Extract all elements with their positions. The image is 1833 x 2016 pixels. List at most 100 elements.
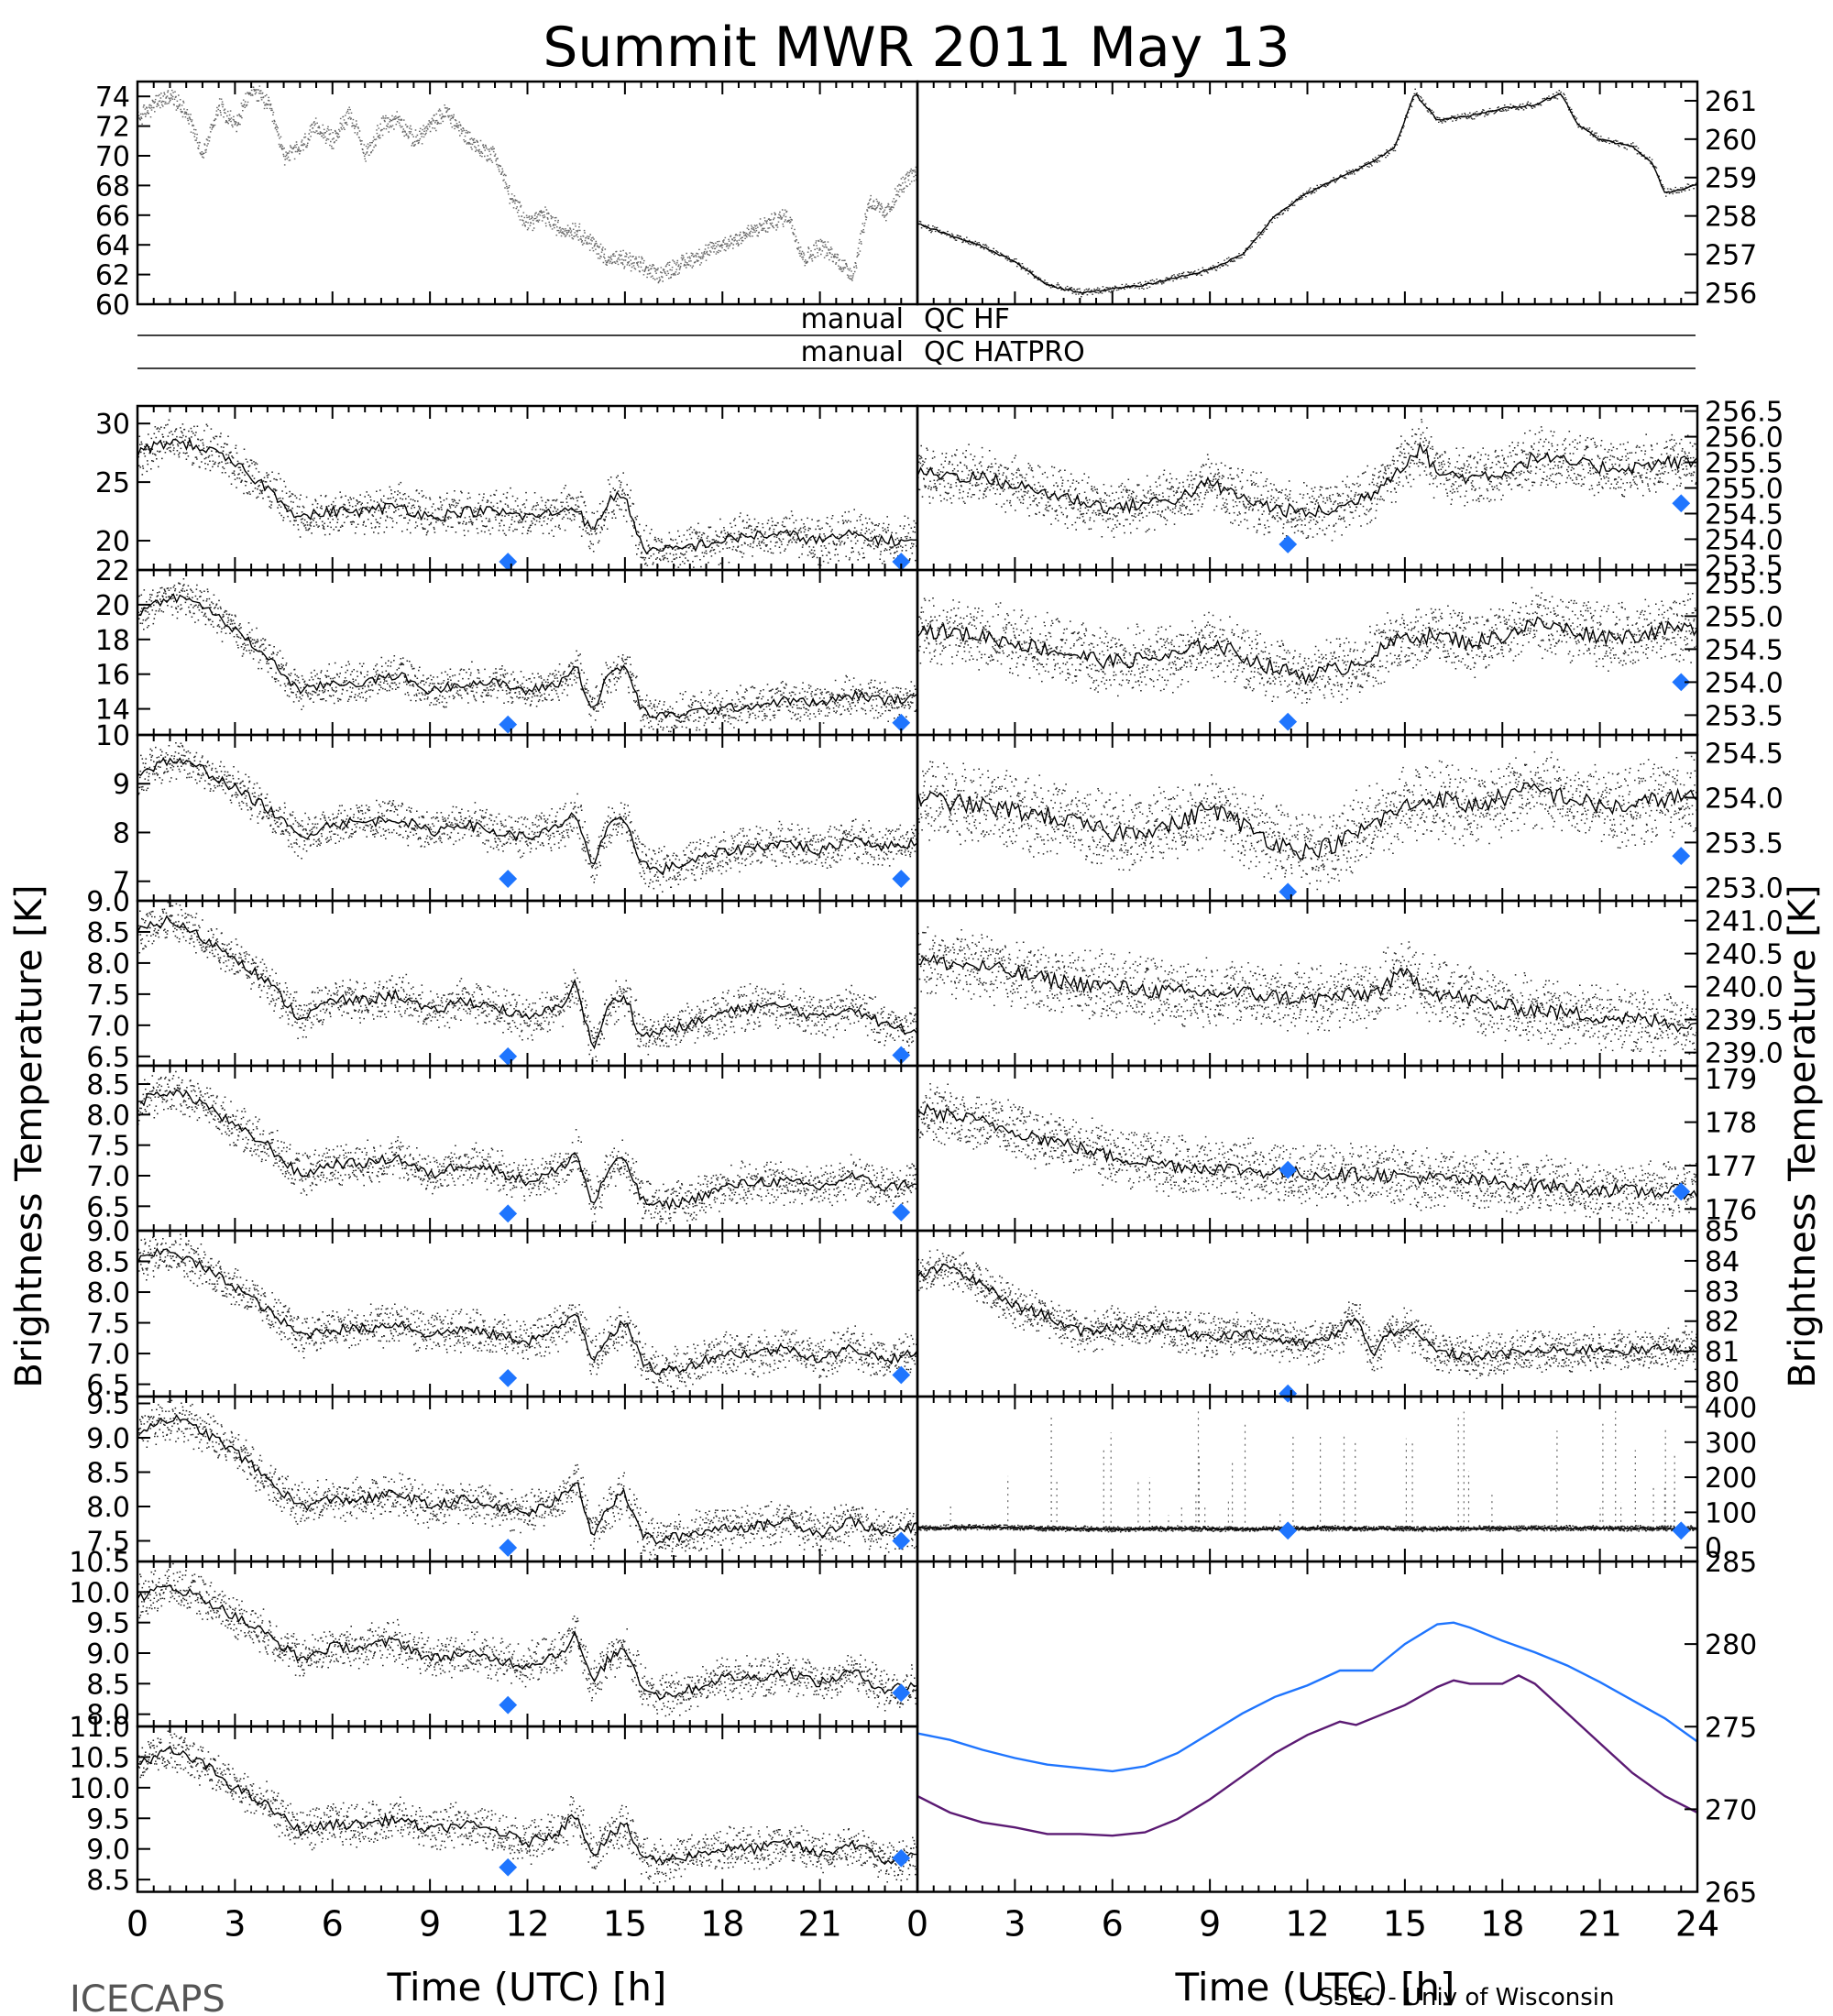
y-tick-label: 285 [1705, 1547, 1757, 1579]
x-tick-label: 12 [505, 1904, 549, 1945]
y-tick-label: 253.5 [1705, 827, 1784, 860]
monortm-marker [1279, 882, 1298, 902]
monortm-marker [892, 1203, 911, 1222]
y-tick-label: 9.5 [86, 1608, 130, 1640]
monortm-marker [892, 713, 911, 732]
footer-right-label: SSEC - Univ of Wisconsin [1318, 1984, 1614, 2011]
y-tick-label: 62 [95, 260, 130, 292]
x-ticks [137, 1231, 918, 1397]
y-tick-label: 254.5 [1705, 499, 1784, 531]
y-tick-label: 8.0 [86, 948, 130, 981]
x-ticks [137, 1726, 918, 1892]
y-tick-label: 254.5 [1705, 739, 1784, 771]
y-tick-label: 8.0 [86, 1277, 130, 1309]
data-trace-ch-51.26 [917, 1526, 1697, 1531]
y-tick-label: 258 [1705, 202, 1757, 234]
y-tick-label: 254.0 [1705, 524, 1784, 556]
y-tick-label: 270 [1705, 1794, 1757, 1826]
monortm-marker [1279, 1521, 1298, 1540]
y-tick-label: 82 [1705, 1307, 1740, 1339]
y-tick-label: 9.0 [86, 886, 130, 918]
left-axis-label: Brightness Temperature [K] [8, 884, 50, 1387]
y-tick-label: 8.0 [86, 1700, 130, 1732]
monortm-marker [892, 1046, 911, 1065]
y-tick-label: 20 [95, 590, 130, 622]
y-tick-label: 254.0 [1705, 783, 1784, 815]
y-tick-label: 8.5 [86, 917, 130, 949]
x-tick-label: 6 [322, 1904, 344, 1945]
y-tick-label: 177 [1705, 1151, 1757, 1183]
monortm-marker [1672, 847, 1691, 865]
y-tick-label: 18 [95, 625, 130, 657]
monortm-marker [892, 1365, 911, 1385]
data-trace-ch-52.28 [917, 1263, 1697, 1363]
y-tick-label: 7.5 [86, 1527, 130, 1559]
x-ticks [916, 901, 1698, 1066]
y-tick-label: 8.0 [86, 1492, 130, 1524]
y-tick-label: 30 [95, 409, 130, 441]
x-ticks [916, 1397, 1698, 1561]
monortm-marker [499, 1204, 518, 1223]
monortm-marker [1672, 1521, 1691, 1540]
x-tick-label: 12 [1285, 1904, 1329, 1945]
y-tick-label: 16 [95, 660, 130, 692]
panel-blackbody: 265 270 275 280 285 0 3 6 9 12 15 18 21 24 [906, 1547, 1757, 1945]
xlabel-right: Time (UTC) [h] [1175, 1965, 1455, 2010]
monortm-marker [1279, 1384, 1298, 1403]
y-tick-label: 275 [1705, 1712, 1757, 1744]
data-trace-temp [917, 93, 1697, 294]
plot-area-ch-53.86 [917, 1083, 1697, 1223]
monortm-marker [499, 1046, 518, 1066]
y-tick-label: 400 [1705, 1392, 1757, 1424]
monortm-marker [1672, 1182, 1691, 1201]
x-ticks [137, 1066, 918, 1231]
data-trace-ch-22.24 [137, 1745, 917, 1866]
qc-band: manual QC HF manual QC HATPRO [137, 303, 1696, 369]
plot-area-ch-90 [137, 578, 917, 733]
y-tick-label: 14 [95, 695, 130, 727]
x-tick-label: 18 [1480, 1904, 1524, 1945]
y-tick-label: 254.5 [1705, 634, 1784, 666]
y-tick-label: 255.0 [1705, 601, 1784, 633]
data-trace-ch-31 [137, 757, 917, 876]
x-tick-label: 3 [224, 1904, 246, 1945]
x-tick-label: 15 [603, 1904, 647, 1945]
y-tick-label: 6.5 [86, 1370, 130, 1402]
x-ticks [916, 570, 1698, 735]
plot-area-ch-58 [917, 419, 1697, 542]
y-tick-label: 83 [1705, 1276, 1740, 1309]
x-ticks [137, 735, 918, 901]
data-trace-ch-56.66 [917, 782, 1697, 860]
monortm-marker [892, 1531, 911, 1550]
x-tick-label: 15 [1383, 1904, 1427, 1945]
panel-ch-27: 6.57.07.58.08.59.0 [86, 886, 919, 1074]
y-tick-label: 7.5 [86, 1309, 130, 1341]
y-tick-label: 255.5 [1705, 448, 1784, 480]
y-tick-label: 259 [1705, 163, 1757, 195]
data-trace-ch-57.30 [917, 616, 1697, 685]
y-tick-label: 9 [113, 769, 130, 801]
monortm-marker [1672, 673, 1691, 692]
y-tick-label: 178 [1705, 1108, 1757, 1140]
footer-left-label: ICECAPS [70, 1978, 225, 2016]
y-tick-label: 60 [95, 290, 130, 322]
qc-row-hf-left: manual [801, 303, 904, 335]
data-spikes-ch-51.26 [949, 1408, 1675, 1529]
y-tick-label: 7.5 [86, 980, 130, 1012]
monortm-marker [499, 870, 518, 888]
y-tick-label: 265 [1705, 1878, 1757, 1910]
y-tick-label: 10.0 [69, 1577, 130, 1609]
x-tick-label: 0 [906, 1904, 928, 1945]
y-tick-label: 8.5 [86, 1458, 130, 1490]
x-tick-label: 0 [126, 1904, 148, 1945]
y-tick-label: 20 [95, 526, 130, 558]
y-tick-label: 253.5 [1705, 550, 1784, 582]
monortm-marker [499, 1539, 518, 1557]
y-tick-label: 10.0 [69, 1773, 130, 1805]
monortm-marker [499, 715, 518, 734]
